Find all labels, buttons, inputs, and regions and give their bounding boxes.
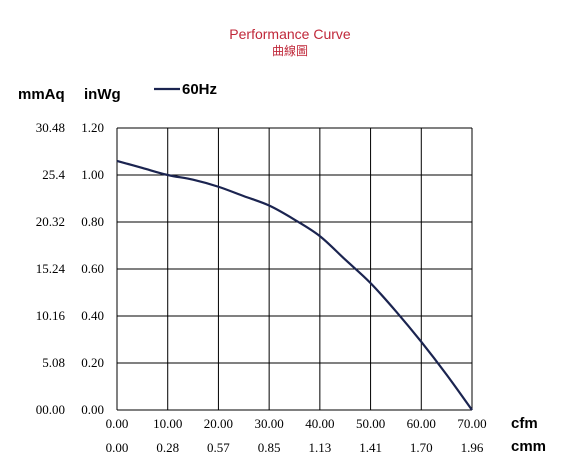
grid: [116, 127, 473, 411]
y-unit-left-label: mmAq: [18, 86, 65, 103]
y-tick-label: 1.20: [81, 120, 104, 135]
x-tick-label-secondary: 0.85: [258, 440, 281, 455]
x-tick-label: 20.00: [204, 416, 233, 431]
series-layer: [116, 159, 473, 411]
y-tick-label: 0.80: [81, 214, 104, 229]
x-tick-label: 40.00: [305, 416, 334, 431]
y-tick-label-secondary: 15.24: [36, 261, 66, 276]
y-tick-label: 0.40: [81, 308, 104, 323]
x-tick-label-secondary: 1.13: [308, 440, 331, 455]
y-tick-label: 0.00: [81, 402, 104, 417]
x-unit-bottom-label: cmm: [511, 438, 546, 455]
y-tick-label-secondary: 30.48: [36, 120, 65, 135]
series-line-60hz: [116, 159, 473, 411]
y-tick-label-secondary: 5.08: [42, 355, 65, 370]
y-unit-right-label: inWg: [84, 86, 121, 103]
x-unit-top-label: cfm: [511, 415, 538, 432]
y-tick-label-secondary: 20.32: [36, 214, 65, 229]
y-tick-label-secondary: 10.16: [36, 308, 66, 323]
x-tick-label: 50.00: [356, 416, 385, 431]
y-tick-label: 0.20: [81, 355, 104, 370]
x-tick-label-secondary: 0.57: [207, 440, 230, 455]
x-tick-label-secondary: 1.96: [461, 440, 484, 455]
x-tick-label-secondary: 0.00: [106, 440, 129, 455]
y-tick-label-secondary: 00.00: [36, 402, 65, 417]
x-tick-label-secondary: 1.41: [359, 440, 382, 455]
tick-labels: 0.000.0010.000.2820.000.5730.000.8540.00…: [36, 120, 487, 455]
y-tick-label: 0.60: [81, 261, 104, 276]
x-tick-label: 70.00: [457, 416, 486, 431]
x-tick-label: 10.00: [153, 416, 182, 431]
x-tick-label: 30.00: [255, 416, 284, 431]
x-tick-label: 60.00: [407, 416, 436, 431]
chart-title: Performance Curve: [229, 26, 351, 42]
x-tick-label: 0.00: [106, 416, 129, 431]
chart-subtitle: 曲線圖: [272, 43, 308, 58]
y-tick-label: 1.00: [81, 167, 104, 182]
x-tick-label-secondary: 0.28: [156, 440, 179, 455]
y-tick-label-secondary: 25.4: [42, 167, 65, 182]
x-tick-label-secondary: 1.70: [410, 440, 433, 455]
legend-label-60hz: 60Hz: [182, 81, 217, 98]
